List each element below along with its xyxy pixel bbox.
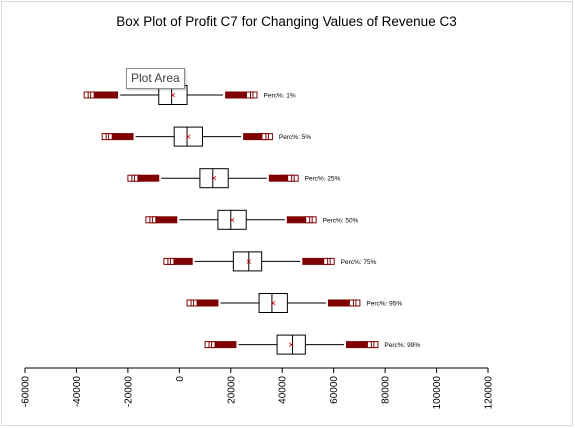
outliers-low-band xyxy=(196,299,219,307)
outliers-low-band xyxy=(214,341,237,349)
x-tick-label: -60000 xyxy=(21,376,32,408)
outliers-low-band xyxy=(111,133,134,141)
box xyxy=(232,251,263,272)
series-label: Perc%: 99% xyxy=(384,342,420,349)
mean-marker: × xyxy=(270,299,276,310)
box xyxy=(199,168,229,189)
box xyxy=(173,126,203,147)
series-label: Perc%: 95% xyxy=(366,301,402,308)
outliers-high-band xyxy=(328,299,350,307)
mean-marker: × xyxy=(185,132,191,143)
box xyxy=(258,293,288,313)
outliers-high-band xyxy=(268,174,289,182)
outliers-high-band xyxy=(225,91,247,99)
mean-marker: × xyxy=(288,340,294,351)
outliers-high-band xyxy=(302,257,325,265)
x-tick-label: 120000 xyxy=(484,376,495,410)
outliers-high-band xyxy=(243,133,263,141)
series-label: Perc%: 25% xyxy=(305,176,341,183)
outliers-low-band xyxy=(93,91,119,99)
x-tick-label: -20000 xyxy=(123,376,134,408)
mean-marker: × xyxy=(246,257,252,268)
chart-title: Box Plot of Profit C7 for Changing Value… xyxy=(116,14,457,29)
outliers-high-band xyxy=(286,216,307,224)
x-tick-label: 80000 xyxy=(381,376,392,404)
x-tick-label: 40000 xyxy=(278,376,289,404)
x-tick-label: 100000 xyxy=(432,376,443,410)
outliers-low-band xyxy=(155,216,178,224)
x-tick-label: -40000 xyxy=(72,376,83,408)
x-tick-label: 0 xyxy=(175,376,186,382)
mean-marker: × xyxy=(211,174,217,185)
outliers-high-band xyxy=(346,341,368,349)
mean-marker: × xyxy=(170,91,176,102)
mean-marker: × xyxy=(229,215,235,226)
series-label: Perc%: 75% xyxy=(341,259,377,266)
plot-area-tooltip: Plot Area xyxy=(126,68,185,89)
series-label: Perc%: 5% xyxy=(279,134,311,141)
box xyxy=(276,334,306,355)
outliers-low-band xyxy=(173,257,193,265)
series-label: Perc%: 1% xyxy=(264,93,296,100)
x-tick-label: 60000 xyxy=(329,376,340,404)
box xyxy=(217,209,247,230)
series-label: Perc%: 50% xyxy=(323,217,359,224)
x-tick-label: 20000 xyxy=(226,376,237,404)
outliers-low-band xyxy=(137,174,160,182)
